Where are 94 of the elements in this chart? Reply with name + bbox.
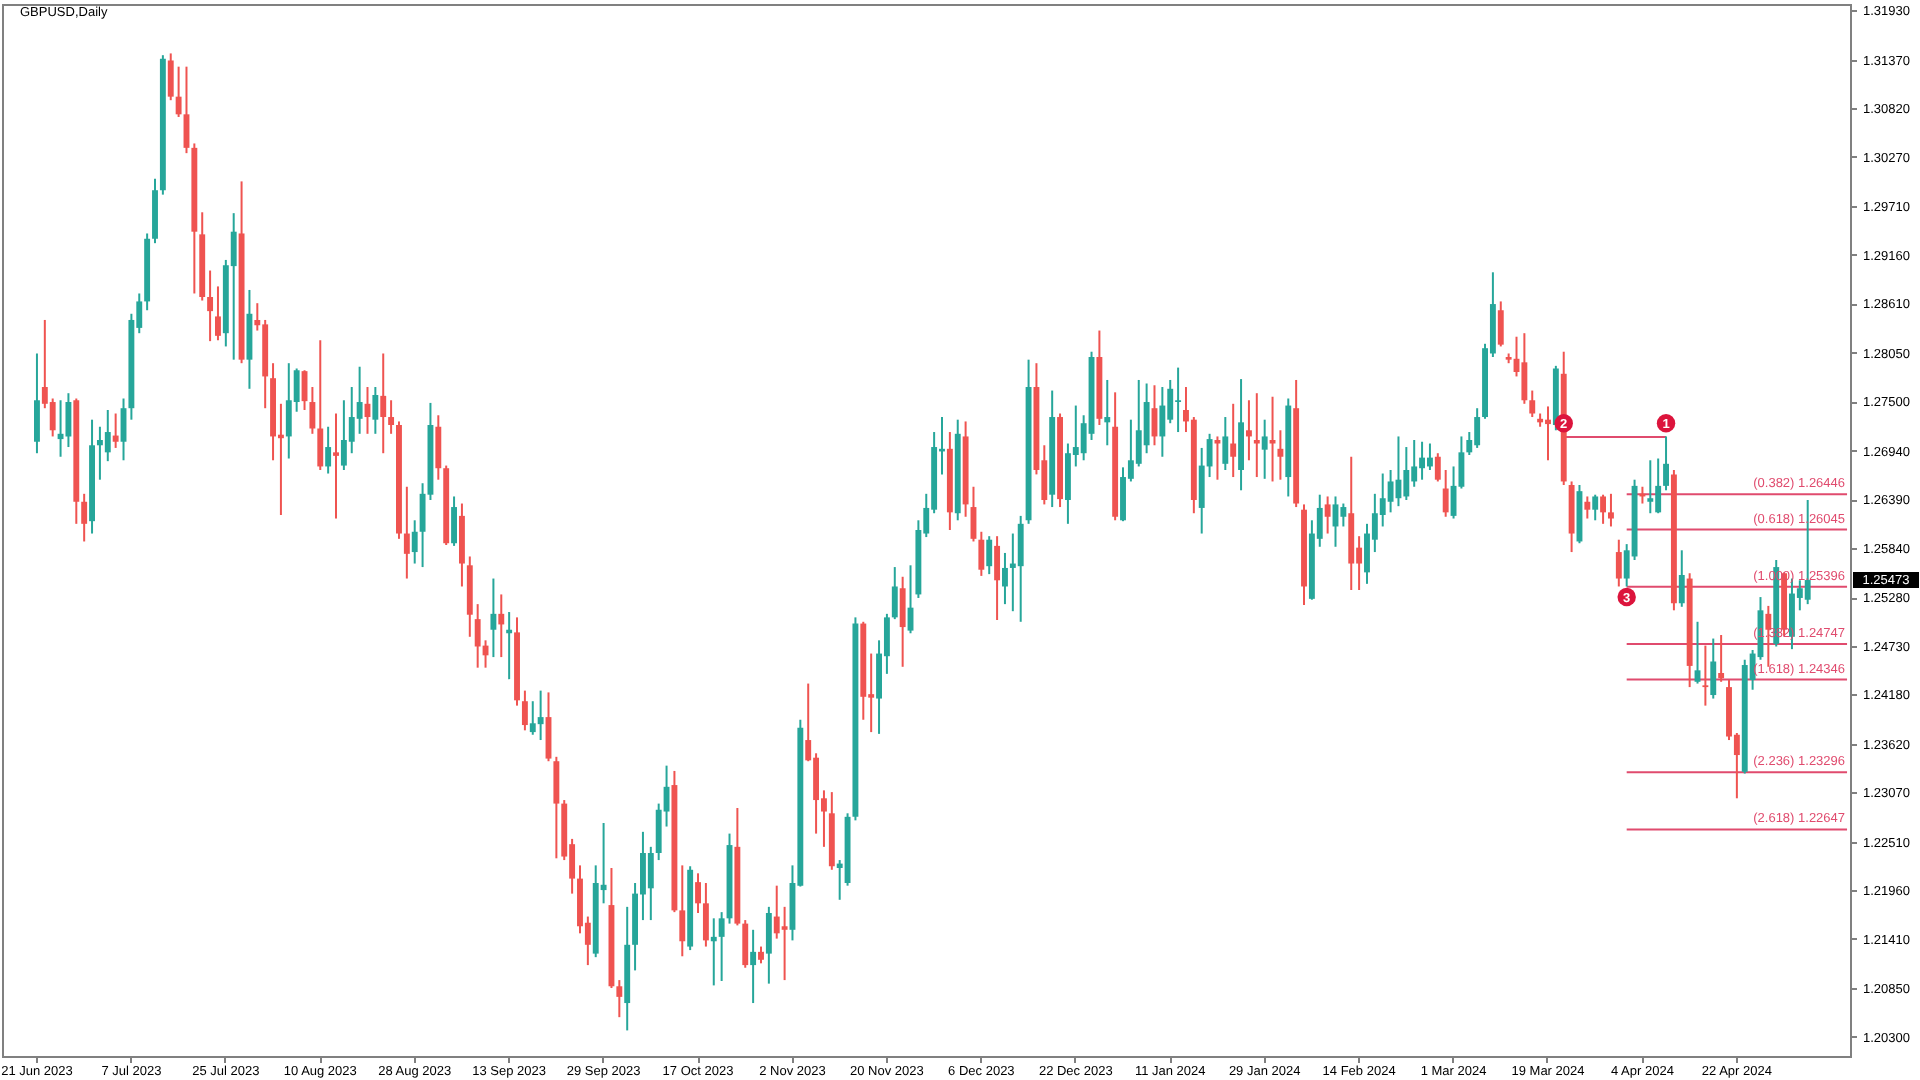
- candlestick: [1529, 389, 1536, 419]
- candlestick: [702, 882, 709, 948]
- candlestick: [1411, 438, 1418, 488]
- candlestick: [695, 872, 701, 915]
- candlestick: [899, 575, 906, 668]
- candlestick: [1064, 442, 1071, 525]
- candlestick: [207, 269, 214, 343]
- candlestick: [1403, 446, 1410, 501]
- candlestick: [1678, 549, 1685, 608]
- candlestick: [1434, 452, 1441, 483]
- candlestick: [458, 502, 465, 588]
- candlestick: [1497, 300, 1504, 348]
- candlestick: [340, 399, 347, 471]
- candlestick: [1159, 386, 1166, 458]
- candlestick: [553, 755, 560, 860]
- candlestick: [498, 593, 505, 659]
- candlestick: [1615, 538, 1622, 588]
- candlestick: [372, 386, 379, 435]
- candlestick: [1238, 378, 1245, 492]
- candlestick: [1647, 459, 1654, 515]
- candlestick: [490, 577, 497, 659]
- candlestick: [411, 519, 418, 565]
- candlestick: [112, 412, 119, 449]
- candlestick: [750, 928, 757, 1005]
- candlestick: [1002, 551, 1008, 606]
- candlestick: [1206, 432, 1213, 479]
- candlestick: [1253, 392, 1260, 479]
- candlestick: [1104, 378, 1111, 447]
- candlestick: [246, 288, 253, 390]
- candlestick: [1474, 407, 1481, 449]
- candlestick: [1340, 502, 1347, 528]
- candlestick: [1198, 446, 1205, 535]
- candlestick: [285, 362, 292, 460]
- candlestick: [325, 425, 332, 475]
- candlestick: [742, 919, 749, 969]
- candlestick: [521, 689, 528, 732]
- candlestick: [1017, 514, 1024, 623]
- candlestick: [986, 535, 993, 576]
- candlestick: [81, 492, 88, 543]
- candlestick: [994, 535, 1001, 622]
- candlestick: [1324, 495, 1331, 535]
- candlestick: [1584, 495, 1591, 520]
- candlestick: [388, 399, 395, 435]
- candlestick: [1261, 418, 1268, 480]
- candlestick: [639, 830, 646, 922]
- candlestick: [1545, 405, 1551, 462]
- candlestick: [104, 408, 111, 463]
- candlestick: [451, 495, 458, 547]
- candlestick: [380, 352, 387, 455]
- candlestick: [435, 414, 442, 481]
- candlestick: [718, 911, 725, 982]
- candlestick: [1009, 532, 1016, 613]
- candlestick: [679, 864, 686, 958]
- candlestick: [1608, 492, 1614, 528]
- candlestick: [1419, 440, 1426, 481]
- candlestick: [1245, 399, 1252, 462]
- candlestick: [1175, 366, 1182, 434]
- candlestick: [65, 392, 72, 449]
- candlestick: [403, 485, 410, 580]
- candlestick: [773, 884, 780, 940]
- candlestick: [317, 339, 324, 471]
- candlestick: [96, 425, 103, 481]
- candlestick: [1222, 416, 1229, 471]
- candlestick: [1521, 332, 1528, 405]
- candlestick: [1663, 435, 1669, 492]
- candlestick: [1120, 466, 1126, 523]
- candlestick: [1600, 493, 1607, 525]
- candlestick: [1718, 634, 1725, 683]
- candlestick: [1655, 457, 1662, 515]
- candlestick: [167, 52, 174, 102]
- candlestick: [1702, 644, 1709, 707]
- candlestick: [1442, 468, 1449, 518]
- candlestick: [647, 845, 654, 922]
- candlestick: [781, 905, 788, 982]
- candlestick: [356, 365, 363, 435]
- candlestick: [1592, 493, 1599, 522]
- candlestick: [710, 917, 717, 987]
- candlestick: [1230, 402, 1237, 479]
- candlestick: [34, 352, 40, 455]
- candlestick: [333, 412, 339, 520]
- candlestick: [215, 285, 221, 342]
- candlestick: [1214, 435, 1221, 481]
- candlestick: [1269, 395, 1276, 483]
- candlestick: [978, 530, 985, 577]
- candlestick: [765, 905, 772, 985]
- candlestick: [529, 700, 536, 736]
- candlestick: [891, 566, 898, 621]
- candlestick: [57, 399, 64, 458]
- candlestick: [230, 212, 237, 361]
- candlestick: [474, 603, 481, 669]
- candlestick: [1710, 637, 1717, 700]
- candlestick: [616, 979, 623, 1019]
- candlestick: [537, 689, 544, 742]
- candlestick: [1426, 442, 1433, 471]
